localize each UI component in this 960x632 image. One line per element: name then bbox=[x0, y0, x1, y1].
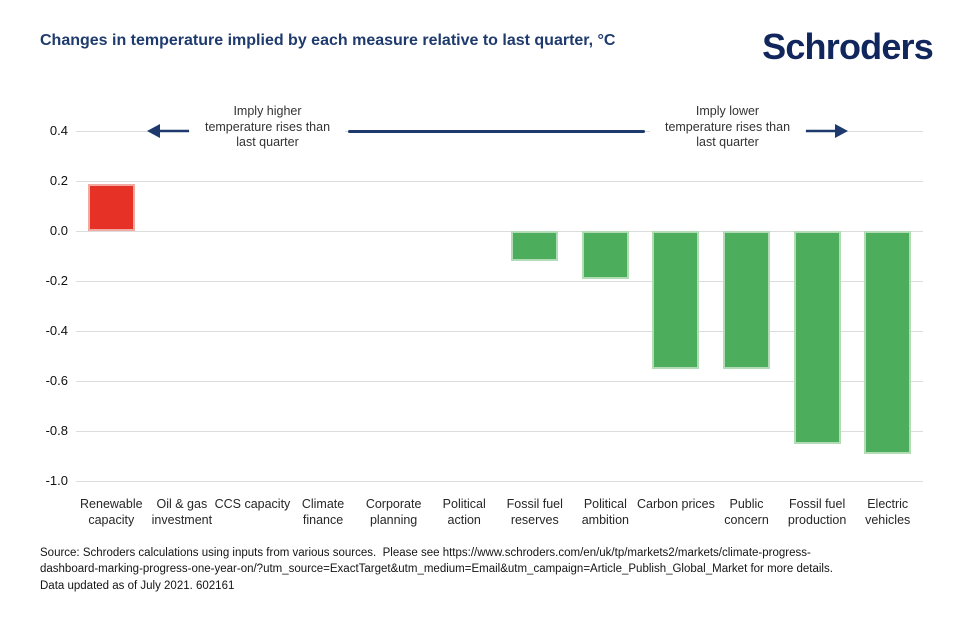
y-axis-tick-label: 0.4 bbox=[49, 123, 68, 138]
gridline bbox=[76, 230, 923, 232]
annotation-line: temperature rises than bbox=[664, 119, 791, 134]
x-axis-label: Political action bbox=[442, 497, 486, 527]
bar bbox=[511, 231, 559, 261]
x-axis-label: CCS capacity bbox=[214, 497, 291, 511]
x-axis-label: Public concern bbox=[724, 497, 769, 527]
y-axis-tick-label: -0.2 bbox=[45, 273, 68, 288]
source-note: Source: Schroders calculations using inp… bbox=[40, 545, 833, 594]
y-axis-tick-label: -0.4 bbox=[45, 323, 68, 338]
y-axis-tick-label: 0.2 bbox=[49, 173, 68, 188]
x-axis-label: Fossil fuel production bbox=[787, 497, 847, 527]
x-axis-label: Renewable capacity bbox=[80, 497, 143, 527]
x-axis-label: Political ambition bbox=[581, 497, 629, 527]
bar bbox=[723, 231, 771, 369]
annotation-line: temperature rises than bbox=[204, 119, 331, 134]
bar bbox=[864, 231, 912, 454]
annotation-connector-line bbox=[348, 129, 645, 133]
right-arrow-icon bbox=[806, 124, 848, 138]
y-axis-tick-label: -1.0 bbox=[45, 473, 68, 488]
chart-title: Changes in temperature implied by each m… bbox=[40, 32, 616, 49]
left-arrow-icon bbox=[147, 124, 189, 138]
gridline bbox=[76, 330, 923, 332]
gridline bbox=[76, 380, 923, 382]
gridline bbox=[76, 480, 923, 482]
gridline bbox=[76, 430, 923, 432]
x-axis-label: Fossil fuel reserves bbox=[506, 497, 563, 527]
bar bbox=[793, 231, 841, 444]
y-axis-tick-label: -0.8 bbox=[45, 423, 68, 438]
annotation-line: Imply higher bbox=[233, 104, 302, 118]
x-axis-label: Climate finance bbox=[301, 497, 345, 527]
gridline bbox=[76, 280, 923, 282]
x-axis-label: Electric vehicles bbox=[865, 497, 911, 527]
annotation-line: Imply lower bbox=[695, 104, 760, 118]
annotation-line: last quarter bbox=[236, 135, 299, 149]
bar bbox=[652, 231, 700, 369]
x-axis-label: Corporate planning bbox=[365, 497, 422, 527]
x-axis-label: Carbon prices bbox=[637, 497, 715, 511]
bar bbox=[581, 231, 629, 279]
schroders-logo: Schroders bbox=[762, 26, 934, 67]
bar bbox=[87, 183, 135, 231]
gridline bbox=[76, 180, 923, 182]
annotation-imply-lower: Imply lower temperature rises than last … bbox=[650, 104, 805, 151]
annotation-imply-higher: Imply higher temperature rises than last… bbox=[190, 104, 345, 151]
source-line: Data updated as of July 2021. 602161 bbox=[40, 579, 235, 592]
source-line: dashboard-marking-progress-one-year-on/?… bbox=[40, 563, 833, 576]
annotation-line: last quarter bbox=[696, 135, 759, 149]
source-line: Source: Schroders calculations using inp… bbox=[40, 547, 811, 559]
y-axis-tick-label: 0.0 bbox=[49, 223, 68, 238]
y-axis-tick-label: -0.6 bbox=[45, 373, 68, 388]
x-axis-label: Oil & gas investment bbox=[151, 497, 213, 527]
